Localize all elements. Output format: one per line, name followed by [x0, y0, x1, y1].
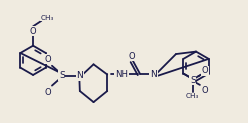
Text: S: S	[59, 71, 65, 80]
Text: N: N	[150, 70, 157, 79]
Text: O: O	[44, 55, 51, 64]
Text: S: S	[190, 76, 196, 85]
Text: O: O	[128, 52, 135, 61]
Text: O: O	[44, 88, 51, 97]
Text: O: O	[202, 86, 208, 95]
Text: O: O	[202, 66, 208, 75]
Text: O: O	[30, 27, 36, 36]
Text: CH₃: CH₃	[186, 93, 199, 99]
Text: N: N	[76, 71, 83, 80]
Text: NH: NH	[115, 70, 128, 79]
Text: CH₃: CH₃	[41, 15, 54, 21]
